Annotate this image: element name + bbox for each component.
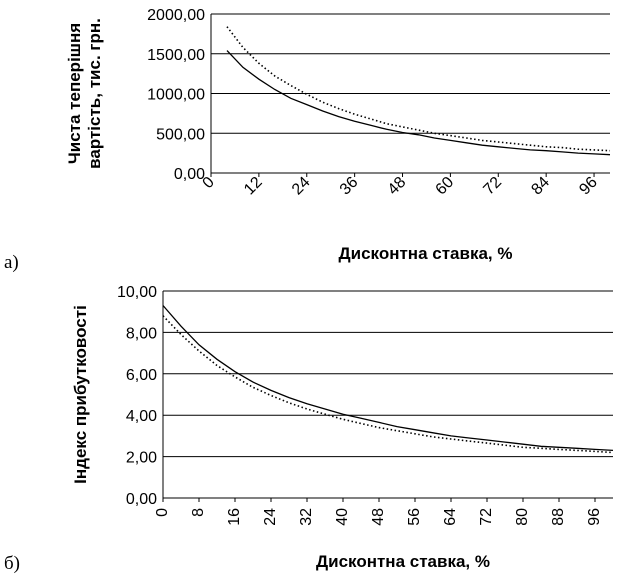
x-tick-label: 8: [190, 508, 207, 517]
x-tick-label: 72: [481, 174, 506, 199]
y-tick-label: 1000,00: [147, 87, 205, 104]
x-tick-label: 60: [433, 174, 458, 199]
chart-npv: 0,00 500,00 1000,00 1500,00 2000,00 0 12 24 36 48…: [65, 7, 611, 263]
x-tick-label: 40: [334, 508, 351, 526]
y-tick-label: 4,00: [126, 408, 157, 425]
x-tick-label: 96: [576, 174, 601, 199]
x-tick-label: 96: [586, 508, 603, 526]
y-axis-title: Чиста теперішня: [65, 23, 84, 164]
x-axis-title: Дисконтна ставка, %: [339, 244, 513, 263]
x-tick-label: 36: [337, 174, 362, 199]
series-line-solid: [162, 305, 614, 452]
x-tick-label: 12: [241, 174, 266, 199]
x-tick-label: 80: [514, 508, 531, 526]
y-tick-label: 2,00: [126, 450, 157, 467]
y-tick-label: 10,00: [117, 284, 157, 301]
x-tick-label: 24: [289, 174, 314, 199]
x-tick-label: 84: [528, 174, 553, 199]
x-tick-label: 72: [478, 508, 495, 526]
x-tick-label: 32: [298, 508, 315, 526]
x-tick-label: 48: [370, 508, 387, 526]
y-tick-label: 0,00: [126, 491, 157, 508]
y-tick-label: 500,00: [156, 126, 205, 143]
x-tick-label: 0: [200, 174, 218, 192]
x-axis-title: Дисконтна ставка, %: [316, 552, 490, 571]
y-tick-label: 8,00: [126, 325, 157, 342]
series-line-dotted: [162, 315, 614, 454]
y-tick-label: 1500,00: [147, 47, 205, 64]
y-axis-title: вартість, тис. грн.: [85, 18, 104, 169]
chart-profitability-index: 0,00 2,00 4,00 6,00 8,00 10,00 0 8 16 24 32 40 48 56 6…: [71, 284, 614, 571]
x-tick-label: 88: [550, 508, 567, 526]
y-tick-label: 2000,00: [147, 7, 205, 24]
y-tick-label: 0,00: [174, 166, 205, 183]
series-line-solid: [226, 50, 611, 156]
panel-label-b: б): [4, 553, 20, 574]
x-tick-label: 64: [442, 508, 459, 526]
x-tick-label: 0: [154, 508, 171, 517]
x-tick-label: 16: [226, 508, 243, 526]
series-line-dotted: [226, 26, 611, 152]
x-tick-label: 48: [385, 174, 410, 199]
panel-label-a: а): [4, 252, 19, 273]
y-axis-title: Індекс прибутковості: [71, 305, 90, 484]
x-tick-label: 24: [262, 508, 279, 526]
y-tick-label: 6,00: [126, 367, 157, 384]
x-tick-label: 56: [406, 508, 423, 526]
